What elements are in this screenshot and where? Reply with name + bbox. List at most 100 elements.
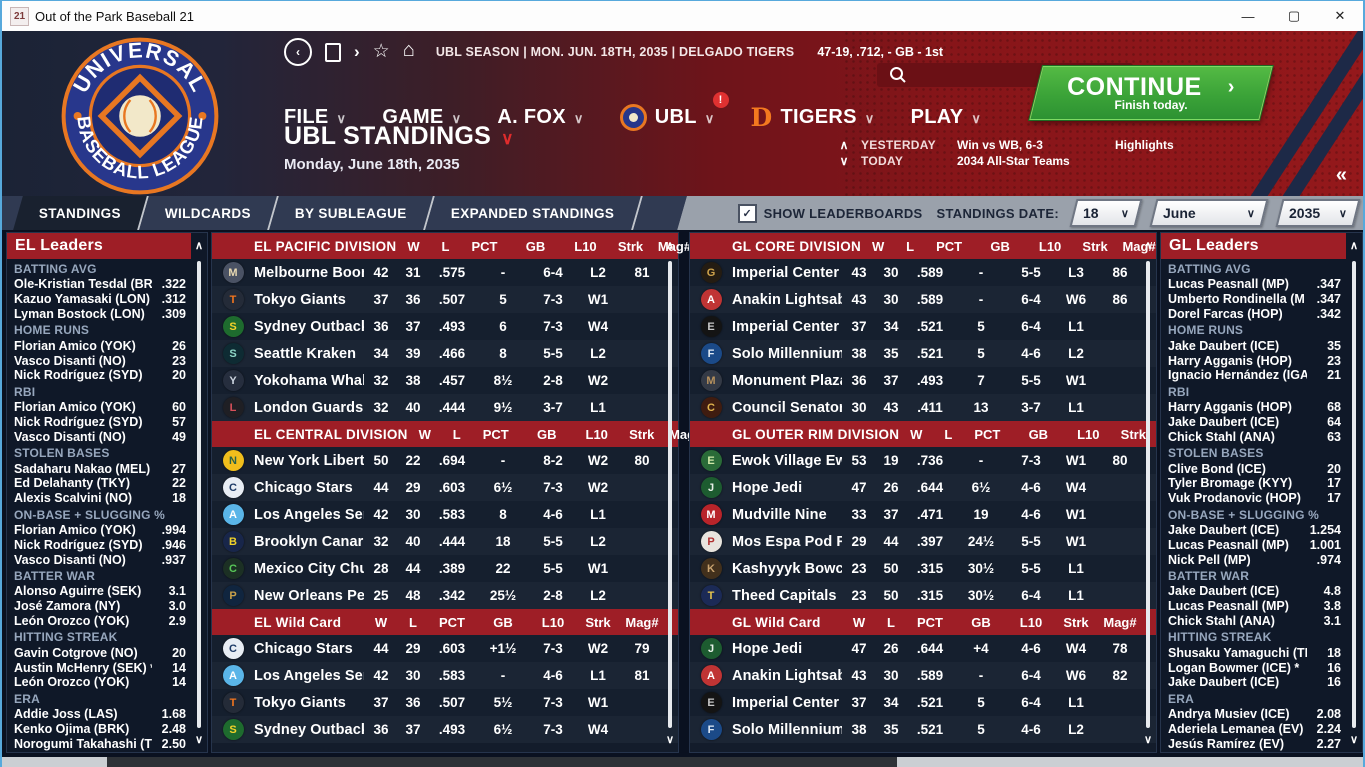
leader-entry[interactable]: Jake Daubert (ICE) 64 (1168, 415, 1344, 430)
leader-entry[interactable]: Jake Daubert (ICE) 1.254 (1168, 523, 1344, 538)
scrollbar-thumb[interactable] (1352, 261, 1356, 728)
standings-row[interactable]: E Imperial Center Empi 37 34 .521 5 6-4 L1 (690, 313, 1156, 340)
standings-row[interactable]: J Hope Jedi 47 26 .644 +4 4-6 W4 78 (690, 635, 1156, 662)
gl-standings-scrollbar[interactable]: ∧ ∨ (1140, 233, 1156, 752)
leader-entry[interactable]: Austin McHenry (SEK) * 14 (14, 660, 189, 675)
menu-play[interactable]: PLAY ∨ (911, 106, 982, 129)
favorite-icon[interactable]: ☆ (372, 40, 390, 62)
standings-row[interactable]: S Seattle Kraken 34 39 .466 8 5-5 L2 (212, 340, 678, 367)
maximize-button[interactable]: ▢ (1287, 8, 1301, 23)
scrollbar-thumb[interactable] (1146, 261, 1150, 728)
leader-entry[interactable]: Lyman Bostock (LON) .309 (14, 307, 189, 322)
leader-entry[interactable]: Kazuo Yamasaki (LON) .312 (14, 292, 189, 307)
ticker-up-icon[interactable]: ∧ (839, 138, 849, 152)
back-icon[interactable]: ‹ (284, 38, 312, 66)
search-icon[interactable] (889, 66, 907, 84)
leader-entry[interactable]: Jake Daubert (ICE) 4.8 (1168, 584, 1344, 599)
scroll-up-icon[interactable]: ∧ (1143, 240, 1153, 252)
scroll-up-icon[interactable]: ∧ (665, 240, 675, 252)
menu-tigers[interactable]: D TIGERS ∨ (751, 105, 875, 130)
standings-row[interactable]: M Mudville Nine 33 37 .471 19 4-6 W1 (690, 501, 1156, 528)
standings-row[interactable]: K Kashyyyk Bowcasters 23 50 .315 30½ 5-5 L1 (690, 555, 1156, 582)
leader-entry[interactable]: Nick Rodríguez (SYD) 57 (14, 415, 189, 430)
leader-entry[interactable]: Alexis Scalvini (NO) 18 (14, 491, 189, 506)
leader-entry[interactable]: Nick Rodríguez (SYD) 20 (14, 368, 189, 383)
tab-by-subleague[interactable]: BY SUBLEAGUE (269, 196, 435, 230)
leader-entry[interactable]: Florian Amico (YOK) .994 (14, 523, 189, 538)
leader-entry[interactable]: Nick Rodríguez (SYD) .946 (14, 537, 189, 552)
leader-entry[interactable]: Lucas Peasnall (MP) 1.001 (1168, 537, 1344, 552)
standings-row[interactable]: M Melbourne Boomerar 42 31 .575 - 6-4 L2 81 (212, 259, 678, 286)
collapse-panel-icon[interactable]: « (1335, 164, 1347, 186)
standings-row[interactable]: A Los Angeles Seraphs 42 30 .583 8 4-6 L1 (212, 501, 678, 528)
standings-row[interactable]: F Solo Millennium Falc 38 35 .521 5 4-6 L2 (690, 340, 1156, 367)
yesterday-value[interactable]: Win vs WB, 6-3 (957, 138, 1043, 152)
tab-standings[interactable]: STANDINGS (13, 196, 149, 230)
standings-row[interactable]: B Brooklyn Canaries 32 40 .444 18 5-5 L2 (212, 528, 678, 555)
leader-entry[interactable]: Harry Agganis (HOP) 68 (1168, 400, 1344, 415)
minimize-button[interactable]: — (1241, 8, 1255, 24)
leader-entry[interactable]: Vasco Disanti (NO) 49 (14, 429, 189, 444)
standings-row[interactable]: A Anakin Lightsabers 43 30 .589 - 6-4 W6 82 (690, 662, 1156, 689)
scroll-down-icon[interactable]: ∨ (665, 734, 675, 746)
leader-entry[interactable]: Vasco Disanti (NO) 23 (14, 353, 189, 368)
leader-entry[interactable]: Harry Agganis (HOP) 23 (1168, 353, 1344, 368)
leader-entry[interactable]: Norogumi Takahashi (TI 2.50 (14, 736, 189, 751)
standings-row[interactable]: T Tokyo Giants 37 36 .507 5½ 7-3 W1 (212, 689, 678, 716)
leader-entry[interactable]: Addie Joss (LAS) 1.68 (14, 707, 189, 722)
leader-entry[interactable]: Lucas Peasnall (MP) .347 (1168, 277, 1344, 292)
forward-icon[interactable]: › (354, 42, 360, 61)
standings-row[interactable]: A Los Angeles Seraphs 42 30 .583 - 4-6 L1 81 (212, 662, 678, 689)
scroll-up-icon[interactable]: ∧ (194, 240, 204, 252)
leader-entry[interactable]: Vuk Prodanovic (HOP) 17 (1168, 491, 1344, 506)
scroll-down-icon[interactable]: ∨ (1349, 734, 1359, 746)
leader-entry[interactable]: Lucas Peasnall (MP) 3.8 (1168, 599, 1344, 614)
el-standings-scrollbar[interactable]: ∧ ∨ (662, 233, 678, 752)
leader-entry[interactable]: Nick Pell (MP) .974 (1168, 552, 1344, 567)
leader-entry[interactable]: José Zamora (NY) 3.0 (14, 599, 189, 614)
standings-row[interactable]: F Solo Millennium Falcons 38 35 .521 5 4-6 L2 (690, 716, 1156, 743)
standings-row[interactable]: S Sydney Outback 36 37 .493 6½ 7-3 W4 (212, 716, 678, 743)
leader-entry[interactable]: Sadaharu Nakao (MEL) 27 (14, 461, 189, 476)
scroll-up-icon[interactable]: ∧ (1349, 240, 1359, 252)
leader-entry[interactable]: Alonso Aguirre (SEK) 3.1 (14, 584, 189, 599)
leader-entry[interactable]: Gavin Cotgrove (NO) 20 (14, 645, 189, 660)
standings-row[interactable]: J Hope Jedi 47 26 .644 6½ 4-6 W4 (690, 474, 1156, 501)
leader-entry[interactable]: Jake Daubert (ICE) 35 (1168, 338, 1344, 353)
menu-ubl[interactable]: UBL ∨ ! (619, 92, 729, 131)
standings-row[interactable]: C Mexico City Chupacab 28 44 .389 22 5-5 W1 (212, 555, 678, 582)
standings-row[interactable]: M Monument Plaza Batt 36 37 .493 7 5-5 W1 (690, 367, 1156, 394)
leader-entry[interactable]: Vasco Disanti (NO) .937 (14, 552, 189, 567)
leader-entry[interactable]: Florian Amico (YOK) 60 (14, 400, 189, 415)
standings-row[interactable]: P New Orleans Pelicans 25 48 .342 25½ 2-8 L2 (212, 582, 678, 609)
menu-game[interactable]: GAME ∨ (382, 106, 461, 129)
scroll-down-icon[interactable]: ∨ (1143, 734, 1153, 746)
leader-entry[interactable]: Dorel Farcas (HOP) .342 (1168, 307, 1344, 322)
standings-row[interactable]: C Chicago Stars 44 29 .603 +1½ 7-3 W2 79 (212, 635, 678, 662)
leader-entry[interactable]: Logan Bowmer (ICE) * 16 (1168, 660, 1344, 675)
continue-button[interactable]: CONTINUE › Finish today. (1029, 66, 1273, 120)
leader-entry[interactable]: Ed Delahanty (TKY) 22 (14, 476, 189, 491)
standings-row[interactable]: A Anakin Lightsabers 43 30 .589 - 6-4 W6 86 (690, 286, 1156, 313)
standings-row[interactable]: T Theed Capitals 23 50 .315 30½ 6-4 L1 (690, 582, 1156, 609)
leader-entry[interactable]: Tyler Bromage (KYY) 17 (1168, 476, 1344, 491)
standings-row[interactable]: L London Guards 32 40 .444 9½ 3-7 L1 (212, 394, 678, 421)
standings-row[interactable]: N New York Liberty 50 22 .694 - 8-2 W2 80 (212, 447, 678, 474)
page-title-chevron-icon[interactable]: ∨ (501, 129, 514, 148)
home-icon[interactable]: ⌂ (402, 39, 415, 61)
year-dropdown[interactable]: 2035 ∨ (1275, 199, 1361, 227)
gl-leaders-scrollbar[interactable]: ∧ ∨ (1346, 233, 1362, 752)
standings-row[interactable]: E Ewok Village Ewoks 53 19 .736 - 7-3 W1 80 (690, 447, 1156, 474)
leader-entry[interactable]: Jake Daubert (ICE) 16 (1168, 675, 1344, 690)
show-leaderboards-toggle[interactable]: ✓ SHOW LEADERBOARDS (737, 203, 923, 223)
tab-wildcards[interactable]: WILDCARDS (139, 196, 280, 230)
leader-entry[interactable]: Chick Stahl (ANA) 63 (1168, 429, 1344, 444)
highlights-link[interactable]: Highlights (1115, 138, 1174, 152)
leader-entry[interactable]: León Orozco (YOK) 2.9 (14, 614, 189, 629)
standings-row[interactable]: Y Yokohama Whales 32 38 .457 8½ 2-8 W2 (212, 367, 678, 394)
standings-row[interactable]: E Imperial Center Empire 37 34 .521 5 6-4 L1 (690, 689, 1156, 716)
checkbox-checked-icon[interactable]: ✓ (737, 203, 757, 223)
day-dropdown[interactable]: 18 ∨ (1069, 199, 1143, 227)
leader-entry[interactable]: Kenko Ojima (BRK) 2.48 (14, 722, 189, 737)
scrollbar-thumb[interactable] (668, 261, 672, 728)
